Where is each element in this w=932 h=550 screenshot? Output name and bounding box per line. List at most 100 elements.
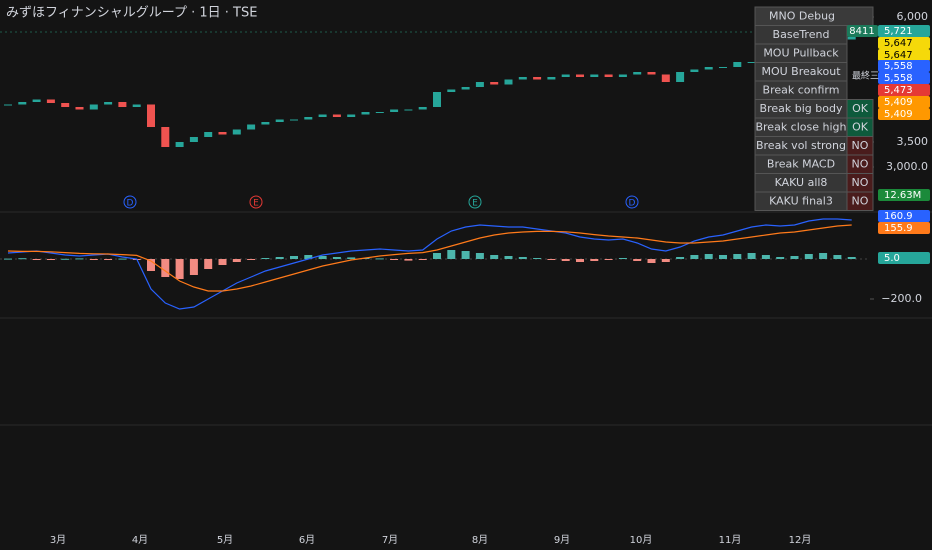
macd-histogram-bar	[275, 257, 284, 259]
price-badge	[878, 252, 930, 264]
event-label: D	[629, 199, 636, 209]
price-badge-label: 5,473	[884, 85, 913, 96]
macd-histogram-bar	[847, 257, 856, 259]
candle	[332, 114, 341, 117]
price-badge	[878, 189, 930, 201]
candle	[690, 69, 699, 72]
debug-table-title: MNO Debug	[769, 9, 835, 22]
macd-histogram-bar	[633, 259, 642, 261]
candle	[218, 132, 227, 135]
event-marker	[123, 195, 137, 209]
candle	[504, 79, 513, 85]
candle	[18, 102, 27, 105]
debug-label: BaseTrend	[773, 28, 830, 41]
debug-label: Break vol strong	[756, 139, 846, 152]
price-badge-label: 5,409	[884, 97, 913, 108]
candle	[561, 74, 570, 77]
macd-histogram-bar	[690, 255, 699, 259]
ticker-badge	[847, 25, 878, 37]
event-label: E	[472, 199, 478, 209]
candle	[547, 77, 556, 80]
macd-histogram-bar	[747, 253, 756, 259]
candle	[118, 102, 127, 107]
macd-histogram-bar	[776, 257, 785, 259]
candle	[719, 67, 727, 68]
candle	[604, 74, 613, 77]
macd-histogram-bar	[404, 259, 413, 261]
price-badge-label: 12.63M	[884, 190, 921, 201]
candle	[747, 62, 756, 63]
price-badge-label: 155.9	[884, 223, 913, 234]
macd-histogram-bar	[490, 255, 499, 259]
x-tick-label: 12月	[789, 534, 812, 546]
macd-histogram-bar	[232, 259, 241, 262]
price-badge-label: 5,409	[884, 109, 913, 120]
macd-histogram-bar	[104, 259, 113, 260]
macd-histogram-bar	[547, 259, 556, 260]
price-badge	[878, 210, 930, 222]
macd-tick-label: −200.0	[881, 292, 922, 305]
x-tick-label: 6月	[299, 534, 315, 546]
event-label: D	[127, 199, 134, 209]
candle	[490, 82, 499, 85]
macd-histogram-bar	[46, 259, 55, 260]
x-tick-label: 9月	[554, 534, 570, 546]
macd-histogram-bar	[290, 256, 298, 259]
macd-histogram-bar	[161, 259, 170, 277]
debug-status: NO	[852, 176, 869, 189]
candle	[132, 104, 141, 107]
macd-histogram-bar	[790, 256, 799, 259]
macd-histogram-bar	[175, 259, 184, 279]
candle	[661, 74, 670, 82]
candle	[375, 112, 384, 113]
candle	[175, 142, 184, 147]
event-marker	[625, 195, 639, 209]
candle	[304, 117, 313, 120]
macd-histogram-bar	[518, 257, 527, 259]
macd-histogram-bar	[833, 255, 842, 259]
candle	[347, 114, 356, 117]
macd-histogram-bar	[418, 259, 427, 260]
macd-histogram-bar	[61, 258, 70, 260]
candle	[361, 112, 370, 115]
macd-histogram-bar	[719, 255, 727, 259]
price-badge-label: 5,647	[884, 50, 913, 61]
x-tick-label: 3月	[50, 534, 66, 546]
macd-histogram-bar	[261, 258, 270, 259]
debug-status: OK	[852, 102, 869, 115]
price-badge-label: 5.0	[884, 253, 900, 264]
macd-histogram-bar	[347, 257, 356, 259]
macd-histogram-bar	[204, 259, 213, 269]
debug-label: KAKU all8	[775, 176, 828, 189]
candle	[4, 104, 12, 106]
macd-histogram-bar	[4, 258, 12, 260]
candle	[518, 77, 527, 80]
x-tick-label: 4月	[132, 534, 148, 546]
debug-label: Break confirm	[763, 83, 840, 96]
macd-histogram-bar	[189, 259, 198, 275]
macd-histogram-bar	[561, 259, 570, 261]
price-badge	[878, 84, 930, 96]
macd-histogram-bar	[704, 254, 713, 259]
candle	[647, 72, 656, 75]
macd-histogram-bar	[304, 255, 313, 259]
candle	[733, 62, 742, 67]
candle	[433, 92, 441, 107]
candle	[204, 132, 213, 137]
macd-histogram-bar	[647, 259, 656, 263]
candle	[189, 137, 198, 142]
macd-histogram-bar	[576, 259, 584, 262]
candle	[533, 77, 542, 80]
macd-histogram-bar	[819, 253, 828, 259]
macd-histogram-bar	[433, 253, 441, 259]
debug-status-cell	[846, 191, 874, 211]
price-badge-label: 5,647	[884, 38, 913, 49]
candle	[590, 74, 599, 77]
candle	[247, 124, 256, 130]
chart-title: みずほフィナンシャルグループ · 1日 · TSE	[6, 6, 257, 21]
debug-status: NO	[852, 194, 869, 207]
debug-label: Break MACD	[767, 157, 835, 170]
debug-label: MOU Pullback	[763, 46, 839, 59]
